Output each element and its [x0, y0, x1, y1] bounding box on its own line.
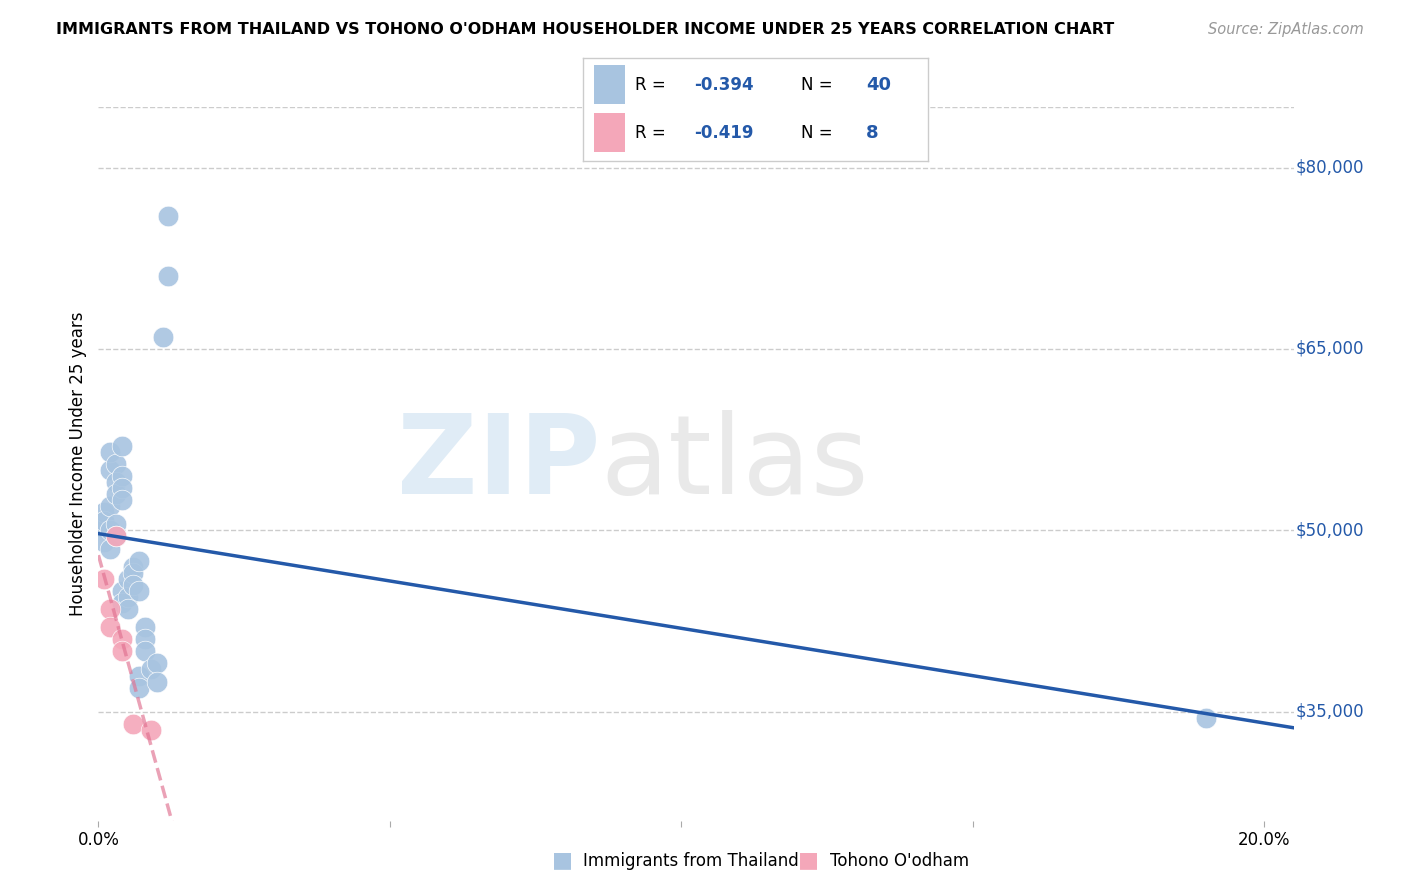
Point	[93, 505, 115, 519]
Point	[152, 330, 174, 344]
Point	[145, 657, 167, 671]
Text: ZIP: ZIP	[396, 410, 600, 517]
Bar	[593, 65, 624, 104]
Point	[128, 553, 150, 567]
Bar	[593, 113, 624, 153]
Point	[104, 529, 127, 543]
Point	[111, 493, 134, 508]
Point	[111, 481, 134, 495]
Point	[104, 517, 127, 532]
Point	[122, 559, 145, 574]
Text: $80,000: $80,000	[1296, 159, 1364, 177]
Y-axis label: Householder Income Under 25 years: Householder Income Under 25 years	[69, 311, 87, 616]
Text: -0.419: -0.419	[693, 124, 754, 142]
Text: -0.394: -0.394	[693, 76, 754, 94]
Text: R =: R =	[636, 124, 671, 142]
Text: $65,000: $65,000	[1296, 340, 1364, 358]
Point	[1195, 711, 1218, 725]
Point	[93, 535, 115, 549]
Point	[134, 632, 156, 647]
Point	[134, 620, 156, 634]
Point	[111, 469, 134, 483]
Point	[98, 602, 121, 616]
Point	[111, 632, 134, 647]
Text: 8: 8	[866, 124, 879, 142]
Text: atlas: atlas	[600, 410, 869, 517]
Point	[128, 668, 150, 682]
Point	[122, 578, 145, 592]
Point	[98, 463, 121, 477]
Point	[104, 529, 127, 543]
Point	[139, 663, 162, 677]
Point	[145, 674, 167, 689]
Text: N =: N =	[800, 124, 838, 142]
Text: Immigrants from Thailand: Immigrants from Thailand	[583, 852, 799, 870]
Point	[111, 596, 134, 610]
Text: $35,000: $35,000	[1296, 703, 1365, 721]
Text: ■: ■	[799, 850, 818, 870]
Text: Tohono O'odham: Tohono O'odham	[830, 852, 969, 870]
Point	[98, 524, 121, 538]
Point	[117, 572, 139, 586]
Point	[157, 209, 180, 223]
Text: N =: N =	[800, 76, 838, 94]
Point	[134, 644, 156, 658]
Point	[128, 681, 150, 695]
Point	[98, 541, 121, 556]
Text: Source: ZipAtlas.com: Source: ZipAtlas.com	[1208, 22, 1364, 37]
Point	[122, 566, 145, 580]
Point	[104, 475, 127, 489]
Point	[93, 521, 115, 535]
Text: 40: 40	[866, 76, 891, 94]
Point	[111, 583, 134, 598]
Point	[122, 717, 145, 731]
Point	[98, 499, 121, 513]
Text: R =: R =	[636, 76, 671, 94]
Point	[93, 514, 115, 528]
Point	[139, 723, 162, 737]
Point	[104, 457, 127, 471]
Point	[117, 590, 139, 604]
Point	[98, 620, 121, 634]
Point	[117, 602, 139, 616]
Point	[93, 572, 115, 586]
Point	[111, 644, 134, 658]
Point	[157, 269, 180, 284]
Point	[104, 487, 127, 501]
Point	[128, 583, 150, 598]
Text: $50,000: $50,000	[1296, 521, 1364, 540]
Point	[98, 444, 121, 458]
Point	[111, 439, 134, 453]
Text: ■: ■	[553, 850, 572, 870]
Text: IMMIGRANTS FROM THAILAND VS TOHONO O'ODHAM HOUSEHOLDER INCOME UNDER 25 YEARS COR: IMMIGRANTS FROM THAILAND VS TOHONO O'ODH…	[56, 22, 1115, 37]
